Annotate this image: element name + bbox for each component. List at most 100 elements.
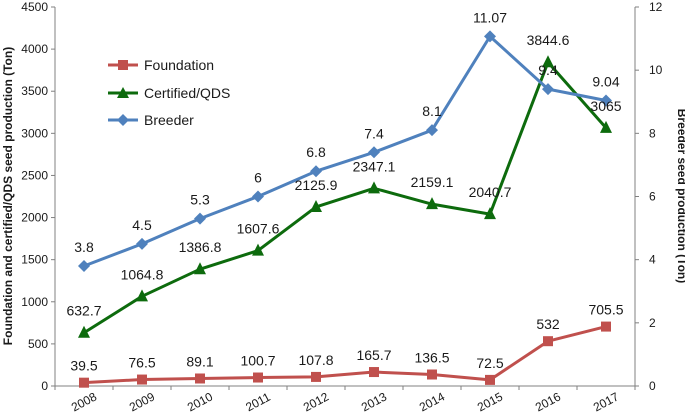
foundation-data-label: 532 <box>536 316 560 332</box>
x-tick-label: 2017 <box>591 389 621 414</box>
certified-qds-point <box>136 289 148 302</box>
breeder-point <box>78 259 90 272</box>
breeder-data-label: 3.8 <box>74 239 94 255</box>
certified-qds-data-label: 2159.1 <box>411 174 454 190</box>
left-tick-label: 2500 <box>21 168 48 182</box>
right-tick-label: 6 <box>649 190 656 204</box>
left-tick-label: 2000 <box>21 211 48 225</box>
foundation-series-line <box>83 325 607 385</box>
certified-qds-point <box>542 55 554 68</box>
foundation-point <box>79 377 89 388</box>
foundation-data-label: 705.5 <box>588 302 623 318</box>
foundation-point <box>195 373 205 384</box>
certified-qds-point <box>484 207 496 220</box>
foundation-point <box>369 367 379 378</box>
foundation-point <box>137 374 147 385</box>
square-marker-icon <box>118 60 128 70</box>
breeder-data-label: 11.07 <box>473 9 507 25</box>
legend-item-foundation: Foundation <box>108 57 214 73</box>
certified-qds-point <box>310 199 322 212</box>
x-tick-label: 2012 <box>301 389 331 414</box>
x-tick-label: 2015 <box>475 389 505 414</box>
right-tick-label: 10 <box>649 63 663 77</box>
certified-qds-data-label: 2125.9 <box>295 177 338 193</box>
x-tick-label: 2008 <box>69 389 99 414</box>
legend-item-breeder: Breeder <box>108 112 194 128</box>
data-labels: 39.5 76.5 89.1 100.7 107.8 165.7 136.5 72.5 532 7… <box>66 9 623 373</box>
breeder-point <box>310 165 322 178</box>
foundation-data-label: 76.5 <box>128 355 155 371</box>
breeder-point <box>600 94 612 107</box>
x-tick-label: 2011 <box>243 390 273 415</box>
x-tick-label: 2009 <box>127 389 157 414</box>
left-axis-title: Foundation and certified/QDS seed produc… <box>1 47 15 345</box>
foundation-point <box>253 372 263 383</box>
right-tick-label: 2 <box>649 316 656 330</box>
right-axis-title: Breeder seed production (Ton) <box>675 109 685 283</box>
breeder-data-label: 4.5 <box>132 217 152 233</box>
x-tick-label: 2016 <box>533 389 563 414</box>
right-tick-label: 4 <box>649 253 656 267</box>
x-tick-labels: 2008 2009 2010 2011 2012 2013 2014 2015 2016 2017 <box>54 386 636 415</box>
breeder-series-line <box>83 34 607 268</box>
breeder-data-label: 9.4 <box>538 62 558 78</box>
foundation-data-label: 89.1 <box>186 353 213 369</box>
plot-area: 0 500 1000 1500 2000 2500 3000 3500 4000 4500 0 2 4… <box>21 0 662 414</box>
legend-item-certified: Certified/QDS <box>108 85 230 101</box>
foundation-data-label: 100.7 <box>240 353 275 369</box>
certified-qds-point <box>194 262 206 275</box>
left-tick-label: 1000 <box>21 295 48 309</box>
certified-qds-data-label: 3844.6 <box>527 32 570 48</box>
certified-qds-data-label: 3065 <box>590 98 621 114</box>
series-layer <box>78 30 612 388</box>
foundation-point <box>601 321 611 332</box>
foundation-point <box>427 369 437 380</box>
right-tick-label: 8 <box>649 126 656 140</box>
right-tick-label: 12 <box>649 0 663 14</box>
breeder-data-label: 6 <box>254 170 262 186</box>
legend: Foundation Certified/QDS Breeder <box>108 57 230 128</box>
breeder-data-label: 9.04 <box>592 73 619 89</box>
left-tick-label: 4000 <box>21 42 48 56</box>
certified-qds-data-label: 632.7 <box>66 303 101 319</box>
breeder-point <box>368 146 380 159</box>
foundation-data-label: 165.7 <box>356 347 391 363</box>
left-y-tick-labels: 0 500 1000 1500 2000 2500 3000 3500 4000 4500 <box>21 0 55 393</box>
certified-qds-data-label: 1064.8 <box>121 266 164 282</box>
breeder-point <box>542 83 554 96</box>
certified-qds-data-label: 1607.6 <box>237 221 280 237</box>
certified-qds-data-label: 1386.8 <box>179 239 222 255</box>
diamond-marker-icon <box>117 114 129 126</box>
left-tick-label: 3000 <box>21 126 48 140</box>
breeder-point <box>252 190 264 203</box>
foundation-point <box>485 374 495 385</box>
triangle-marker-icon <box>117 87 129 98</box>
right-tick-label: 0 <box>649 379 656 393</box>
breeder-point <box>136 237 148 250</box>
certified-qds-point <box>78 325 90 338</box>
left-tick-label: 3500 <box>21 84 48 98</box>
certified-qds-data-label: 2040.7 <box>469 184 512 200</box>
breeder-data-label: 8.1 <box>422 103 442 119</box>
x-tick-label: 2010 <box>185 389 215 414</box>
x-tick-label: 2013 <box>359 389 389 414</box>
legend-label-foundation: Foundation <box>144 57 214 73</box>
breeder-data-label: 5.3 <box>190 192 210 208</box>
breeder-point <box>194 212 206 225</box>
legend-label-certified: Certified/QDS <box>144 85 230 101</box>
certified-qds-point <box>600 120 612 133</box>
foundation-point <box>311 371 321 382</box>
certified-qds-point <box>252 243 264 256</box>
legend-label-breeder: Breeder <box>144 112 194 128</box>
certified-qds-series-line <box>83 60 608 334</box>
certified-qds-point <box>426 197 438 210</box>
foundation-data-label: 39.5 <box>70 358 97 374</box>
breeder-data-label: 7.4 <box>364 125 384 141</box>
foundation-point <box>543 336 553 347</box>
foundation-data-label: 136.5 <box>414 350 449 366</box>
left-tick-label: 1500 <box>21 253 48 267</box>
left-tick-label: 0 <box>41 379 48 393</box>
left-tick-label: 500 <box>28 337 48 351</box>
foundation-data-label: 72.5 <box>476 355 503 371</box>
breeder-point <box>426 124 438 137</box>
